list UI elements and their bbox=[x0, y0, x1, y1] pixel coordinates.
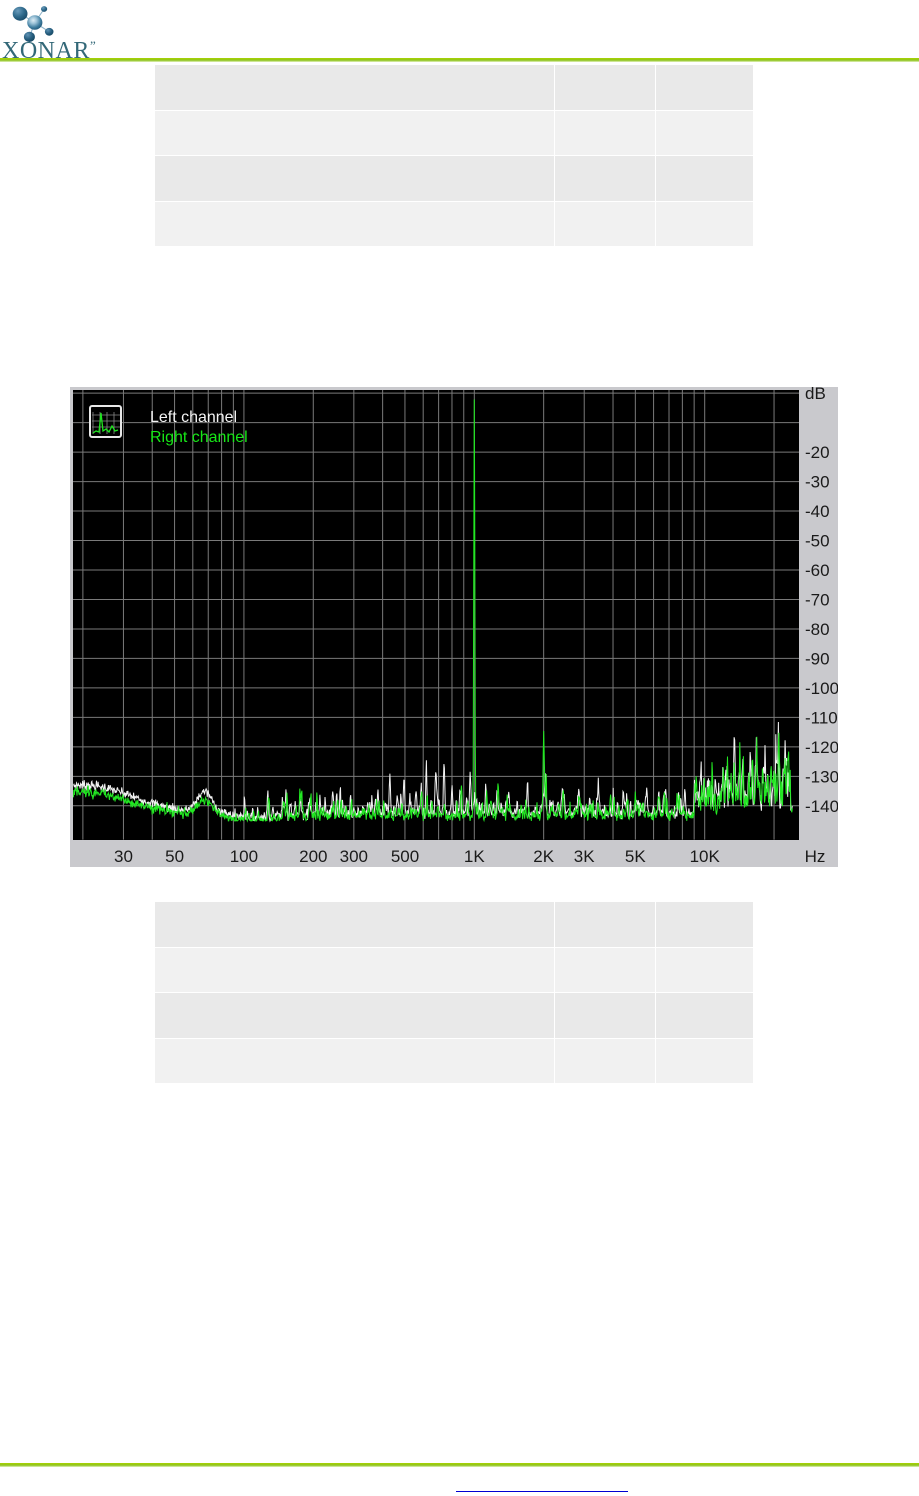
svg-text:50: 50 bbox=[165, 847, 184, 866]
svg-text:2K: 2K bbox=[533, 847, 554, 866]
svg-text:dB: dB bbox=[805, 387, 826, 403]
svg-text:1K: 1K bbox=[464, 847, 485, 866]
svg-text:5K: 5K bbox=[625, 847, 646, 866]
svg-text:-30: -30 bbox=[805, 473, 830, 492]
svg-text:-40: -40 bbox=[805, 502, 830, 521]
svg-text:10K: 10K bbox=[690, 847, 721, 866]
svg-text:-60: -60 bbox=[805, 561, 830, 580]
svg-text:-110: -110 bbox=[805, 708, 838, 727]
svg-text:3K: 3K bbox=[574, 847, 595, 866]
svg-text:300: 300 bbox=[340, 847, 368, 866]
svg-text:500: 500 bbox=[391, 847, 419, 866]
svg-text:-90: -90 bbox=[805, 649, 830, 668]
svg-text:30: 30 bbox=[114, 847, 133, 866]
svg-text:-140: -140 bbox=[805, 797, 838, 816]
svg-text:-120: -120 bbox=[805, 738, 838, 757]
svg-text:200: 200 bbox=[299, 847, 327, 866]
svg-text:-100: -100 bbox=[805, 679, 838, 698]
svg-text:-130: -130 bbox=[805, 767, 838, 786]
svg-text:-80: -80 bbox=[805, 620, 830, 639]
svg-text:-50: -50 bbox=[805, 532, 830, 551]
svg-text:-20: -20 bbox=[805, 443, 830, 462]
svg-text:Hz: Hz bbox=[805, 847, 826, 866]
svg-text:100: 100 bbox=[230, 847, 258, 866]
svg-text:-70: -70 bbox=[805, 591, 830, 610]
